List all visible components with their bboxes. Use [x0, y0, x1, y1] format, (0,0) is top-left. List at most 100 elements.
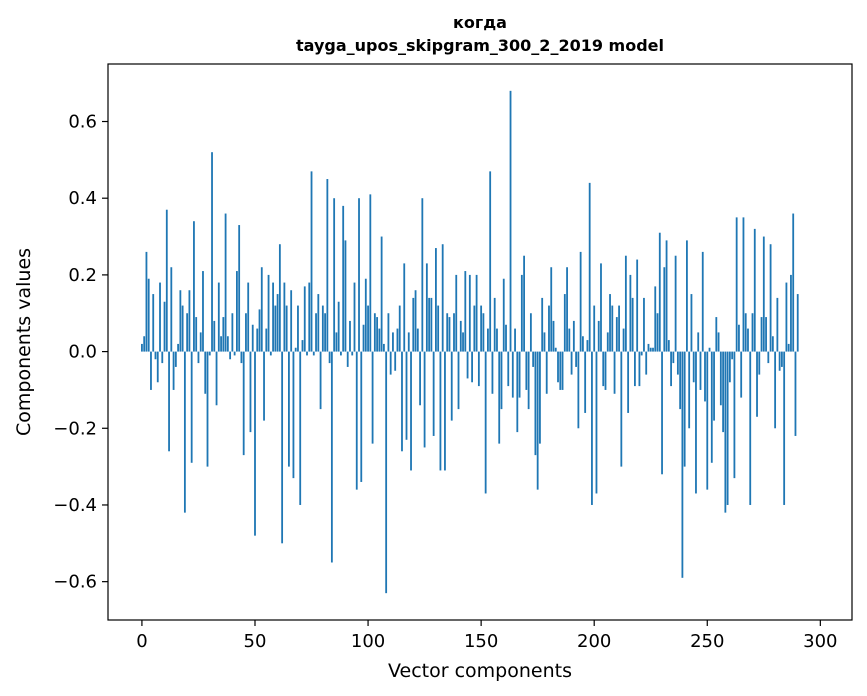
bar-37	[224, 213, 227, 352]
bar-27	[202, 271, 204, 352]
bar-108	[385, 351, 388, 594]
bar-20	[186, 313, 189, 352]
bar-175	[536, 351, 539, 490]
bar-138	[453, 313, 455, 352]
bar-89	[342, 205, 345, 352]
bar-124	[421, 198, 424, 352]
x-tick-label: 150	[464, 631, 498, 652]
x-tick-label: 250	[690, 631, 724, 652]
bar-6	[154, 351, 157, 360]
bar-200	[593, 305, 596, 352]
bar-220	[638, 351, 641, 387]
bars-group	[141, 90, 799, 594]
bar-202	[597, 320, 600, 352]
bar-31	[211, 152, 213, 352]
bar-137	[450, 351, 453, 421]
bar-228	[656, 313, 659, 352]
bar-278	[769, 244, 772, 352]
bar-129	[432, 351, 435, 436]
bar-279	[771, 336, 774, 352]
bar-282	[778, 351, 781, 371]
bar-60	[276, 294, 279, 352]
bar-121	[414, 290, 417, 352]
bar-260	[728, 351, 731, 383]
bar-116	[403, 263, 406, 352]
bar-274	[760, 317, 763, 352]
y-tick-label: 0.0	[68, 342, 97, 363]
bar-112	[394, 351, 397, 371]
bar-197	[586, 340, 589, 352]
bar-64	[285, 305, 288, 352]
bar-264	[738, 324, 740, 352]
bar-272	[756, 351, 758, 417]
bar-29	[206, 351, 209, 467]
bar-28	[204, 351, 207, 394]
bar-262	[733, 351, 736, 479]
bar-285	[785, 282, 788, 352]
bar-91	[346, 351, 349, 367]
chart-title: когда	[453, 13, 507, 32]
bar-265	[740, 351, 743, 398]
bar-183	[554, 347, 557, 352]
bar-126	[425, 263, 428, 352]
bar-283	[780, 351, 783, 367]
bar-153	[487, 328, 489, 352]
bar-39	[229, 351, 232, 360]
bar-136	[448, 317, 451, 352]
bar-215	[627, 351, 630, 413]
bar-133	[441, 244, 444, 352]
bar-277	[767, 351, 770, 364]
bar-95	[355, 351, 358, 490]
bar-93	[351, 351, 354, 356]
bar-56	[267, 274, 270, 352]
bar-211	[618, 305, 620, 352]
bar-258	[724, 351, 727, 513]
bar-11	[165, 209, 168, 352]
bar-99	[364, 278, 367, 352]
bar-149	[477, 351, 480, 387]
bar-58	[272, 282, 274, 352]
bar-123	[419, 351, 421, 406]
bar-227	[654, 286, 657, 352]
bar-148	[475, 274, 478, 352]
bar-186	[561, 351, 564, 390]
bar-1	[143, 336, 146, 352]
bar-15	[174, 351, 177, 367]
bar-77	[315, 313, 317, 352]
bar-238	[679, 351, 682, 410]
bar-170	[525, 351, 528, 390]
bar-142	[462, 332, 464, 352]
bar-109	[387, 313, 390, 352]
bar-201	[595, 351, 598, 494]
bar-144	[466, 351, 469, 379]
bar-24	[195, 317, 198, 352]
plot-frame	[107, 63, 853, 621]
x-axis-label: Vector components	[388, 660, 572, 682]
bar-235	[672, 351, 675, 364]
bar-276	[765, 317, 767, 352]
bar-172	[529, 313, 532, 352]
x-tick-label: 100	[351, 631, 385, 652]
bar-230	[661, 351, 663, 475]
bar-34	[217, 282, 220, 352]
bar-167	[518, 351, 521, 398]
bar-194	[579, 251, 582, 352]
bar-17	[179, 290, 182, 352]
bar-207	[609, 294, 611, 352]
y-tick-label: 0.2	[68, 265, 97, 286]
bar-8	[159, 282, 161, 352]
bar-55	[265, 328, 268, 352]
bar-30	[208, 351, 211, 356]
bar-243	[690, 294, 693, 352]
bar-43	[238, 225, 241, 352]
bar-155	[491, 351, 494, 394]
y-axis-label: Components values	[13, 248, 35, 436]
bar-275	[762, 236, 765, 352]
bar-75	[310, 171, 313, 352]
bar-114	[398, 305, 401, 352]
bar-118	[407, 332, 410, 352]
bar-288	[792, 213, 795, 352]
bar-51	[256, 328, 259, 352]
bar-119	[410, 351, 412, 471]
bar-103	[373, 313, 376, 352]
